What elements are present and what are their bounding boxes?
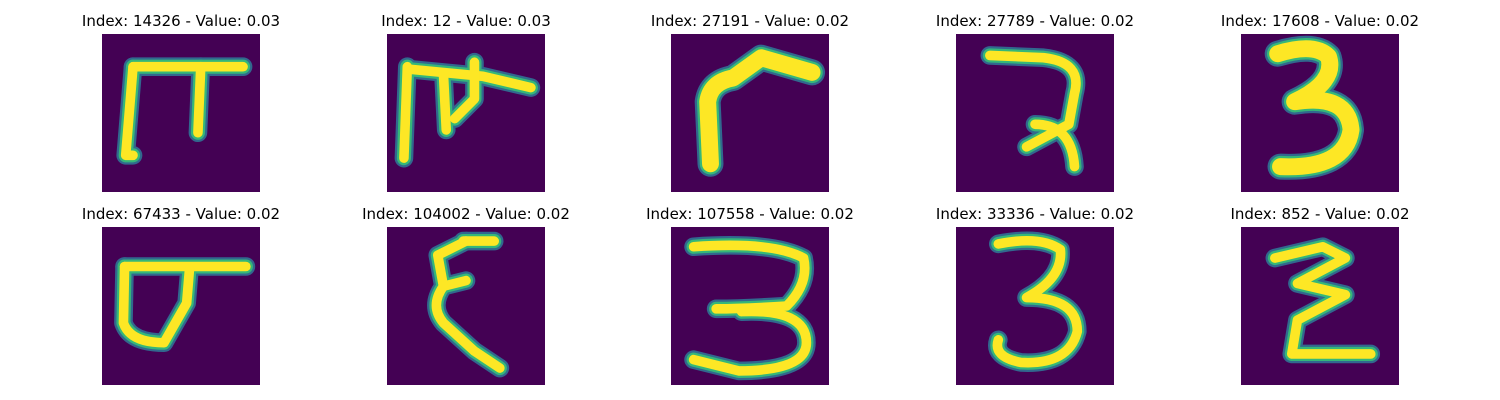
panel-title: Index: 104002 - Value: 0.02 <box>362 205 570 223</box>
panel-3: Index: 27191 - Value: 0.02 <box>625 0 875 192</box>
panel-4: Index: 27789 - Value: 0.02 <box>910 0 1160 192</box>
digit-image-6 <box>102 227 260 385</box>
panel-9: Index: 33336 - Value: 0.02 <box>910 193 1160 385</box>
panel-1: Index: 14326 - Value: 0.03 <box>56 0 306 192</box>
digit-image-3 <box>671 34 829 192</box>
panel-2: Index: 12 - Value: 0.03 <box>341 0 591 192</box>
panel-title: Index: 12 - Value: 0.03 <box>381 12 551 30</box>
panel-7: Index: 104002 - Value: 0.02 <box>341 193 591 385</box>
panel-title: Index: 27191 - Value: 0.02 <box>650 12 850 30</box>
panel-title: Index: 107558 - Value: 0.02 <box>646 205 854 223</box>
panel-title: Index: 17608 - Value: 0.02 <box>1220 12 1420 30</box>
panel-title: Index: 14326 - Value: 0.03 <box>81 12 281 30</box>
panel-title: Index: 852 - Value: 0.02 <box>1230 205 1410 223</box>
panel-title: Index: 33336 - Value: 0.02 <box>935 205 1135 223</box>
digit-image-8 <box>671 227 829 385</box>
panel-title: Index: 67433 - Value: 0.02 <box>81 205 281 223</box>
panel-5: Index: 17608 - Value: 0.02 <box>1195 0 1445 192</box>
digit-image-9 <box>956 227 1114 385</box>
digit-image-5 <box>1241 34 1399 192</box>
digit-image-10 <box>1241 227 1399 385</box>
panel-10: Index: 852 - Value: 0.02 <box>1195 193 1445 385</box>
digit-image-2 <box>387 34 545 192</box>
digit-image-7 <box>387 227 545 385</box>
digit-image-4 <box>956 34 1114 192</box>
panel-6: Index: 67433 - Value: 0.02 <box>56 193 306 385</box>
panel-title: Index: 27789 - Value: 0.02 <box>935 12 1135 30</box>
panel-8: Index: 107558 - Value: 0.02 <box>625 193 875 385</box>
digit-image-1 <box>102 34 260 192</box>
